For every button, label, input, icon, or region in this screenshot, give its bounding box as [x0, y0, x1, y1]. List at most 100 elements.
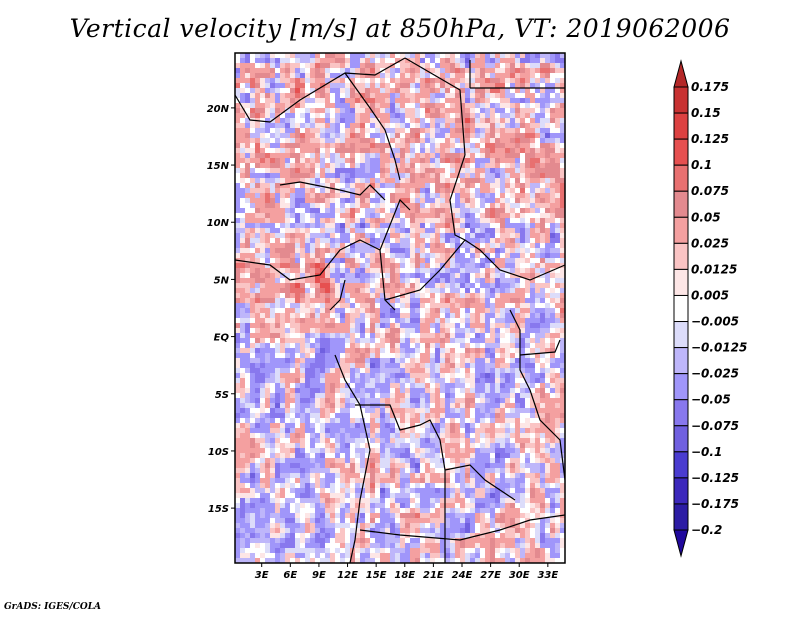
field-cell	[360, 158, 365, 163]
field-cell	[545, 58, 550, 63]
field-cell	[525, 233, 530, 238]
field-cell	[255, 68, 260, 73]
field-cell	[305, 123, 310, 128]
field-cell	[560, 108, 565, 113]
field-cell	[315, 458, 320, 463]
field-cell	[550, 333, 555, 338]
field-cell	[425, 338, 430, 343]
field-cell	[430, 253, 435, 258]
field-cell	[480, 73, 485, 78]
field-cell	[275, 363, 280, 368]
field-cell	[475, 273, 480, 278]
field-cell	[320, 283, 325, 288]
field-cell	[385, 393, 390, 398]
field-cell	[365, 88, 370, 93]
field-cell	[495, 403, 500, 408]
field-cell	[315, 373, 320, 378]
field-cell	[495, 418, 500, 423]
field-cell	[430, 398, 435, 403]
field-cell	[345, 278, 350, 283]
field-cell	[550, 313, 555, 318]
field-cell	[415, 173, 420, 178]
field-cell	[525, 368, 530, 373]
field-cell	[270, 353, 275, 358]
field-cell	[415, 298, 420, 303]
field-cell	[465, 438, 470, 443]
field-cell	[535, 473, 540, 478]
field-cell	[305, 148, 310, 153]
field-cell	[335, 253, 340, 258]
field-cell	[440, 363, 445, 368]
field-cell	[240, 438, 245, 443]
field-cell	[335, 378, 340, 383]
field-cell	[440, 353, 445, 358]
field-cell	[290, 308, 295, 313]
field-cell	[335, 368, 340, 373]
field-cell	[395, 228, 400, 233]
field-cell	[550, 153, 555, 158]
field-cell	[315, 438, 320, 443]
field-cell	[510, 418, 515, 423]
field-cell	[250, 383, 255, 388]
field-cell	[305, 318, 310, 323]
field-cell	[415, 393, 420, 398]
field-cell	[480, 58, 485, 63]
field-cell	[355, 343, 360, 348]
field-cell	[275, 443, 280, 448]
field-cell	[490, 73, 495, 78]
field-cell	[265, 333, 270, 338]
field-cell	[530, 168, 535, 173]
field-cell	[445, 78, 450, 83]
field-cell	[420, 323, 425, 328]
field-cell	[340, 408, 345, 413]
field-cell	[345, 273, 350, 278]
field-cell	[370, 458, 375, 463]
field-cell	[375, 363, 380, 368]
field-cell	[370, 318, 375, 323]
field-cell	[550, 448, 555, 453]
field-cell	[435, 393, 440, 398]
field-cell	[395, 278, 400, 283]
field-cell	[245, 368, 250, 373]
field-cell	[265, 353, 270, 358]
field-cell	[400, 388, 405, 393]
field-cell	[560, 113, 565, 118]
field-cell	[340, 238, 345, 243]
field-cell	[255, 428, 260, 433]
field-cell	[325, 303, 330, 308]
field-cell	[270, 323, 275, 328]
field-cell	[465, 458, 470, 463]
field-cell	[560, 248, 565, 253]
field-cell	[480, 168, 485, 173]
field-cell	[355, 228, 360, 233]
field-cell	[260, 458, 265, 463]
field-cell	[405, 178, 410, 183]
field-cell	[480, 453, 485, 458]
field-cell	[255, 393, 260, 398]
field-cell	[310, 348, 315, 353]
field-cell	[460, 158, 465, 163]
field-cell	[345, 103, 350, 108]
field-cell	[345, 98, 350, 103]
field-cell	[275, 453, 280, 458]
field-cell	[555, 378, 560, 383]
field-cell	[255, 453, 260, 458]
field-cell	[400, 273, 405, 278]
field-cell	[320, 88, 325, 93]
field-cell	[525, 378, 530, 383]
field-cell	[515, 413, 520, 418]
field-cell	[300, 168, 305, 173]
field-cell	[355, 243, 360, 248]
field-cell	[275, 368, 280, 373]
field-cell	[240, 58, 245, 63]
field-cell	[470, 208, 475, 213]
field-cell	[485, 293, 490, 298]
field-cell	[360, 228, 365, 233]
field-cell	[485, 98, 490, 103]
field-cell	[390, 308, 395, 313]
field-cell	[450, 283, 455, 288]
field-cell	[245, 103, 250, 108]
field-cell	[545, 158, 550, 163]
field-cell	[330, 228, 335, 233]
field-cell	[430, 178, 435, 183]
